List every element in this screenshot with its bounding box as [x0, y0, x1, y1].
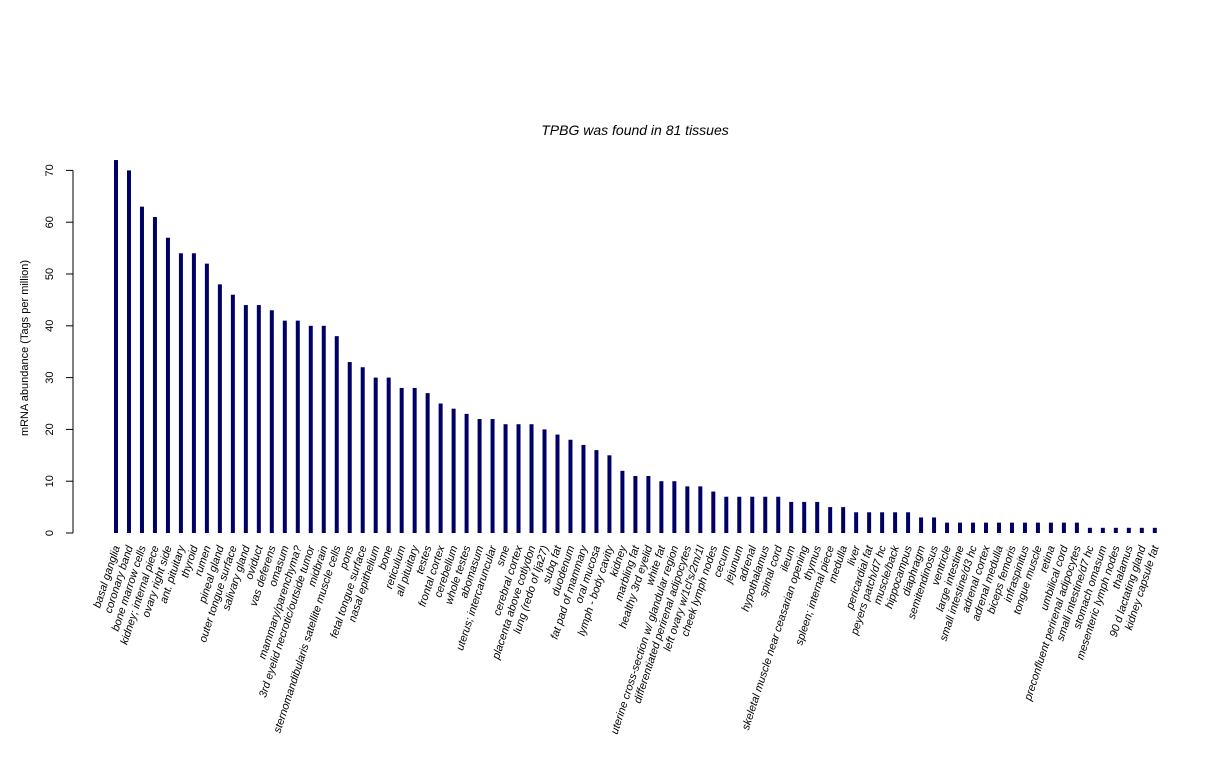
bar	[516, 424, 521, 533]
bar	[321, 325, 326, 533]
bar	[451, 408, 456, 533]
bar	[932, 517, 937, 533]
bar	[1074, 522, 1079, 533]
y-tick-label: 60	[44, 216, 56, 228]
bar	[659, 481, 664, 533]
bar	[308, 325, 313, 533]
y-tick-label: 20	[44, 423, 56, 435]
bar	[230, 294, 235, 533]
bar	[685, 486, 690, 533]
bar	[477, 419, 482, 533]
bar	[464, 413, 469, 533]
bar	[165, 237, 170, 534]
bar	[672, 481, 677, 533]
y-axis-label: mRNA abundance (Tags per million)	[19, 260, 31, 436]
bar	[1061, 522, 1066, 533]
bar	[334, 336, 339, 533]
bar	[1100, 527, 1105, 533]
y-tick-label: 40	[44, 320, 56, 332]
bar	[217, 284, 222, 533]
bar	[828, 507, 833, 533]
bar	[841, 507, 846, 533]
bar	[633, 476, 638, 533]
chart-title: TPBG was found in 81 tissues	[541, 122, 729, 138]
bar	[880, 512, 885, 533]
bar	[529, 424, 534, 533]
bar	[958, 522, 963, 533]
bar	[737, 496, 742, 533]
bar	[256, 305, 261, 533]
bar	[893, 512, 898, 533]
bar	[711, 491, 716, 533]
bar	[581, 444, 586, 533]
bar	[191, 253, 196, 533]
bar	[282, 320, 287, 533]
y-axis: 0 10 20 30 40 50 60 70	[44, 164, 74, 536]
bar	[1009, 522, 1014, 533]
bar	[386, 377, 391, 533]
bar	[607, 455, 612, 533]
bar	[763, 496, 768, 533]
bar	[919, 517, 924, 533]
bar	[269, 310, 274, 533]
bar	[1048, 522, 1053, 533]
bar	[555, 434, 560, 533]
bar	[1139, 527, 1144, 533]
bar	[114, 160, 118, 534]
bar	[802, 501, 807, 533]
y-tick-label: 30	[44, 371, 56, 383]
bars	[114, 160, 1157, 534]
bar	[1087, 527, 1092, 533]
y-tick-label: 50	[44, 268, 56, 280]
bar	[750, 496, 755, 533]
bar	[490, 419, 495, 533]
bar	[542, 429, 547, 533]
bar	[984, 522, 988, 533]
bar	[568, 439, 573, 533]
bar	[1152, 527, 1157, 533]
bar	[373, 377, 378, 533]
bar	[698, 486, 703, 533]
bar	[1126, 527, 1131, 533]
bar	[996, 522, 1001, 533]
bar	[789, 501, 794, 533]
bar	[243, 305, 248, 533]
bar	[776, 496, 781, 533]
y-tick-label: 70	[44, 164, 56, 176]
bar	[646, 476, 651, 533]
bar	[295, 320, 300, 533]
bar	[438, 403, 443, 533]
bar	[412, 387, 417, 533]
bar	[360, 367, 365, 533]
bar	[503, 424, 508, 533]
bar	[1022, 522, 1027, 533]
y-tick-label: 0	[44, 530, 56, 536]
y-tick-label: 10	[44, 475, 56, 487]
bar	[724, 496, 729, 533]
bar	[867, 512, 872, 533]
bar	[204, 263, 209, 533]
bar	[139, 206, 144, 533]
bar	[152, 217, 157, 533]
bar	[178, 253, 183, 533]
bar	[971, 522, 976, 533]
bar	[1113, 527, 1118, 533]
bar	[815, 501, 820, 533]
bar	[854, 512, 859, 533]
bar	[906, 512, 911, 533]
bar	[1035, 522, 1040, 533]
bar	[620, 470, 625, 533]
bar	[945, 522, 950, 533]
bar	[594, 450, 599, 533]
bar	[126, 170, 131, 533]
bar	[425, 393, 430, 533]
bar	[399, 387, 404, 533]
bar	[347, 362, 352, 533]
